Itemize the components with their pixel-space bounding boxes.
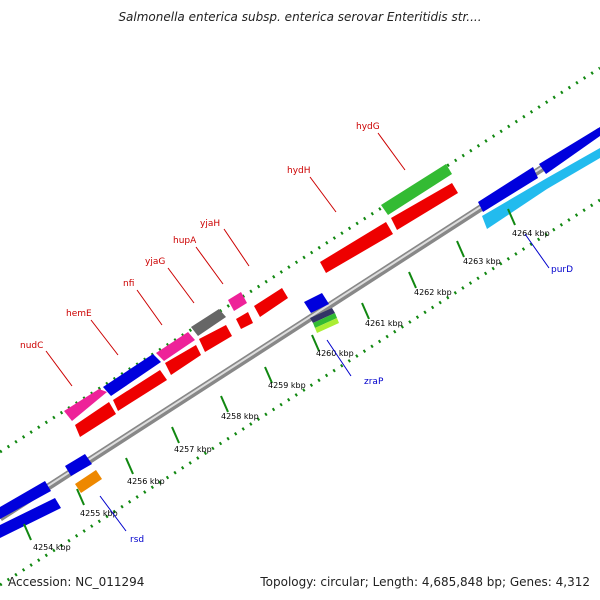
gene-hydH-arrow[interactable] (320, 222, 393, 273)
kbp-labels: 4254 kbp 4255 kbp 4256 kbp 4257 kbp 4258… (33, 229, 550, 552)
gene-label-purD[interactable]: purD (551, 265, 573, 275)
gene-zraP-block[interactable] (304, 293, 329, 313)
gene-purD-arrow[interactable] (539, 127, 600, 174)
gene-label-zraP[interactable]: zraP (364, 377, 384, 387)
gene-yjaH-arrow[interactable] (228, 292, 247, 311)
kbp-label: 4263 kbp (463, 257, 501, 266)
gene-zraP-stripe-3[interactable] (315, 318, 339, 333)
gene-label-hydG[interactable]: hydG (356, 122, 380, 132)
accession-text: Accession: NC_011294 (8, 575, 145, 589)
gene-hemE-arrow[interactable] (103, 354, 161, 396)
map-title: Salmonella enterica subsp. enterica sero… (118, 10, 482, 24)
gene-label-hydH[interactable]: hydH (287, 166, 311, 176)
kbp-label: 4264 kbp (512, 229, 550, 238)
gene-red-arrow-4[interactable] (199, 325, 232, 352)
gene-label-hemE[interactable]: hemE (66, 309, 92, 319)
gene-hupA-arrow[interactable] (191, 309, 226, 336)
gene-left-blue-2[interactable] (0, 498, 61, 538)
gene-red-arrow-1[interactable] (75, 402, 116, 437)
gene-red-arrow-3[interactable] (165, 345, 201, 375)
gene-red-arrow-6[interactable] (254, 288, 288, 317)
gene-nfi-arrow[interactable] (156, 332, 195, 361)
topology-text: Topology: circular; Length: 4,685,848 bp… (260, 575, 590, 589)
gene-red-arrow-5[interactable] (236, 312, 253, 329)
kbp-label: 4254 kbp (33, 543, 71, 552)
gene-lightblue-arrow[interactable] (482, 148, 600, 229)
gene-label-yjaH[interactable]: yjaH (200, 219, 220, 229)
gene-label-rsd[interactable]: rsd (130, 535, 144, 545)
gene-unlabeled-arrow-1[interactable] (478, 167, 538, 212)
kbp-label: 4262 kbp (414, 288, 452, 297)
gene-red-arrow-2[interactable] (113, 370, 167, 411)
inner-tick-track (0, 198, 600, 587)
forward-genes (0, 127, 600, 538)
gene-left-blue-1[interactable] (0, 481, 51, 519)
kbp-label: 4261 kbp (365, 319, 403, 328)
gene-zraP-stripe-1[interactable] (310, 308, 335, 323)
kbp-label: 4258 kbp (221, 412, 259, 421)
gene-orange-arrow[interactable] (75, 470, 102, 493)
kbp-label: 4260 kbp (316, 349, 354, 358)
kbp-label: 4256 kbp (127, 477, 165, 486)
gene-label-nudC[interactable]: nudC (20, 341, 43, 351)
kbp-label: 4255 kbp (80, 509, 118, 518)
kbp-label: 4259 kbp (268, 381, 306, 390)
gene-label-hupA[interactable]: hupA (173, 236, 197, 246)
gene-hydG-arrow[interactable] (381, 164, 452, 215)
gene-rsd-arrow[interactable] (65, 454, 92, 476)
gene-zraP-stripe-2[interactable] (313, 313, 337, 328)
kbp-ticks (23, 208, 516, 541)
kbp-label: 4257 kbp (174, 445, 212, 454)
gene-label-yjaG[interactable]: yjaG (145, 257, 165, 267)
outer-tick-track (0, 66, 600, 454)
reverse-genes (65, 293, 339, 493)
gene-label-nfi[interactable]: nfi (123, 279, 134, 289)
gene-labels: nudC hemE nfi yjaG hupA yjaH hydH hydG r… (20, 122, 573, 545)
gene-nudC-arrow[interactable] (64, 389, 107, 421)
gene-leaders (45, 132, 550, 532)
gene-red-arrow-7[interactable] (391, 183, 458, 230)
